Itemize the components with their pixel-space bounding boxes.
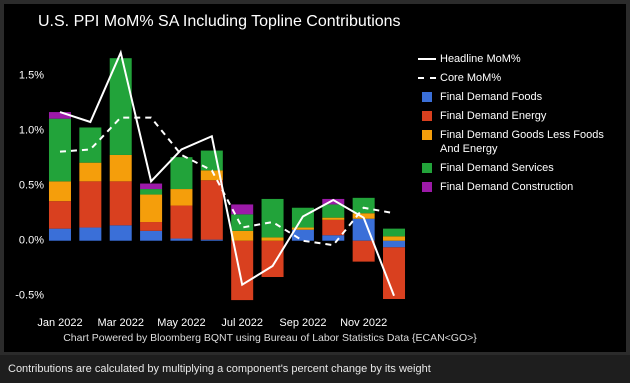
- y-tick-label: -0.5%: [15, 290, 44, 302]
- bar-segment: [48, 118, 71, 182]
- chart-background: [4, 4, 626, 352]
- bar-segment: [79, 181, 102, 228]
- bar-segment: [322, 204, 345, 218]
- line-series: [59, 116, 395, 247]
- legend-label: Final Demand Goods Less Foods And Energy: [440, 129, 604, 155]
- legend-item: Final Demand Goods Less Foods And Energy: [418, 128, 618, 156]
- bar-segment: [231, 214, 254, 231]
- bar-segment: [231, 204, 254, 215]
- legend-label: Core MoM%: [440, 72, 502, 84]
- legend-swatch: [418, 71, 440, 85]
- bar-segment: [140, 194, 163, 223]
- legend-label: Final Demand Foods: [440, 91, 543, 103]
- bar-segment: [109, 154, 132, 182]
- x-tick-label: Jul 2022: [221, 317, 263, 329]
- bar-segment: [352, 213, 375, 219]
- legend-swatch: [418, 161, 440, 175]
- bar-segment: [170, 157, 193, 190]
- bar-segment: [261, 237, 284, 241]
- chart-title: U.S. PPI MoM% SA Including Topline Contr…: [38, 13, 401, 30]
- bar-segment: [291, 229, 314, 241]
- bar-segment: [109, 225, 132, 241]
- bar-segment: [200, 170, 223, 181]
- bar-segment: [322, 219, 345, 236]
- bar-segment: [383, 240, 406, 248]
- legend-label: Final Demand Services: [440, 162, 554, 174]
- footnote: Contributions are calculated by multiply…: [0, 355, 630, 383]
- legend-item: Headline MoM%: [418, 52, 618, 66]
- legend-item: Final Demand Construction: [418, 180, 618, 194]
- legend-swatch: [418, 180, 440, 194]
- x-tick-label: Jan 2022: [37, 317, 82, 329]
- bar-segment: [170, 205, 193, 239]
- bar-segment: [383, 236, 406, 241]
- bar-segment: [352, 218, 375, 241]
- bar-segment: [352, 240, 375, 262]
- legend-item: Core MoM%: [418, 71, 618, 85]
- bar-segment: [383, 228, 406, 237]
- bar-segment: [140, 183, 163, 190]
- legend-item: Final Demand Foods: [418, 90, 618, 104]
- x-tick-label: Mar 2022: [97, 317, 143, 329]
- bar-segment: [170, 189, 193, 206]
- legend-label: Final Demand Construction: [440, 181, 574, 193]
- bar-segment: [261, 198, 284, 238]
- chart: U.S. PPI MoM% SA Including Topline Contr…: [4, 4, 626, 352]
- legend-swatch: [418, 128, 440, 142]
- bar-segment: [140, 189, 163, 195]
- y-tick-label: 0.0%: [19, 235, 44, 247]
- bar-segment: [48, 181, 71, 202]
- bar-segment: [291, 227, 314, 230]
- bar-segment: [261, 240, 284, 278]
- x-tick-label: Nov 2022: [340, 317, 387, 329]
- legend-label: Final Demand Energy: [440, 110, 547, 122]
- bar-segment: [109, 58, 132, 155]
- bar-segment: [79, 227, 102, 241]
- bar-segment: [79, 162, 102, 182]
- bar-segment: [231, 230, 254, 241]
- bar-segment: [322, 217, 345, 220]
- x-tick-label: May 2022: [157, 317, 205, 329]
- bar-segment: [170, 238, 193, 241]
- y-tick-label: 0.5%: [19, 180, 44, 192]
- y-tick-label: 1.0%: [19, 125, 44, 137]
- bar-segment: [79, 127, 102, 163]
- bar-segment: [200, 180, 223, 240]
- legend-swatch: [418, 90, 440, 104]
- x-tick-label: Sep 2022: [279, 317, 326, 329]
- bar-segment: [48, 228, 71, 241]
- legend-item: Final Demand Energy: [418, 109, 618, 123]
- bar-segment: [352, 197, 375, 214]
- bar-segment: [322, 198, 345, 205]
- bar-segment: [383, 247, 406, 300]
- bar-segment: [48, 201, 71, 229]
- line-series: [59, 49, 395, 297]
- legend-label: Headline MoM%: [440, 53, 521, 65]
- legend-swatch: [418, 109, 440, 123]
- bar-segment: [200, 239, 223, 241]
- bar-segment: [109, 181, 132, 226]
- source-note: Chart Powered by Bloomberg BQNT using Bu…: [63, 332, 477, 344]
- bar-segment: [140, 230, 163, 241]
- bar-segment: [140, 222, 163, 231]
- legend: Headline MoM% Core MoM% Final Demand Foods…: [418, 52, 618, 199]
- legend-swatch: [418, 52, 440, 66]
- legend-item: Final Demand Services: [418, 161, 618, 175]
- bar-segment: [322, 235, 345, 241]
- y-tick-label: 1.5%: [19, 70, 44, 82]
- bar-segment: [48, 112, 71, 119]
